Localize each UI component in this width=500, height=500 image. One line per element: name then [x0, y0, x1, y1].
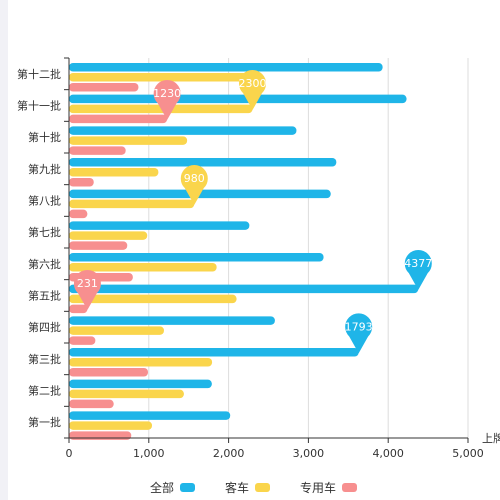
marker-pin[interactable] — [404, 250, 432, 290]
bar[interactable] — [69, 104, 253, 114]
y-tick-label: 第十一批 — [17, 99, 61, 113]
bar[interactable] — [69, 126, 297, 135]
y-tick-label: 第三批 — [28, 352, 61, 366]
marker-pin[interactable] — [345, 313, 373, 354]
marker-label: 4377 — [404, 257, 432, 270]
y-tick-label: 第六批 — [28, 257, 61, 271]
y-tick-label: 第四批 — [28, 320, 61, 334]
y-tick-label: 第二批 — [28, 384, 61, 398]
bar[interactable] — [69, 231, 148, 240]
bar[interactable] — [69, 411, 231, 420]
bar[interactable] — [69, 73, 253, 82]
bar[interactable] — [69, 94, 407, 104]
bar[interactable] — [69, 63, 383, 72]
bar[interactable] — [69, 263, 217, 272]
legend-item-bus[interactable]: 客车 — [225, 479, 271, 496]
legend: 全部 客车 专用车 — [150, 479, 358, 496]
x-tick-label: 4,000 — [372, 447, 404, 460]
legend-swatch-special — [342, 483, 358, 492]
bar[interactable] — [69, 221, 250, 230]
y-tick-label: 第九批 — [28, 162, 61, 176]
bar[interactable] — [69, 316, 275, 325]
bar[interactable] — [69, 358, 213, 367]
x-axis-label: 上牌 — [482, 431, 500, 445]
legend-label-all: 全部 — [150, 481, 175, 495]
legend-item-special[interactable]: 专用车 — [300, 479, 358, 496]
y-tick-label: 第七批 — [28, 225, 61, 239]
legend-swatch-bus — [255, 483, 271, 492]
bar[interactable] — [69, 284, 419, 294]
x-tick-label: 2,000 — [213, 447, 245, 460]
bar[interactable] — [69, 253, 324, 262]
bar[interactable] — [69, 114, 168, 124]
bar[interactable] — [69, 348, 359, 357]
y-tick-label: 第五批 — [28, 289, 61, 303]
marker-label: 1230 — [153, 87, 181, 100]
bar[interactable] — [69, 178, 94, 187]
y-tick-label: 第十二批 — [17, 67, 61, 81]
x-tick-label: 3,000 — [293, 447, 325, 460]
bar[interactable] — [69, 146, 126, 155]
marker-pin[interactable] — [153, 80, 181, 120]
bar[interactable] — [69, 241, 128, 250]
bar[interactable] — [69, 368, 149, 377]
y-tick-label: 第一批 — [28, 415, 61, 429]
x-tick-label: 1,000 — [133, 447, 165, 460]
bar[interactable] — [69, 431, 132, 440]
marker-pin[interactable] — [239, 70, 266, 110]
bar[interactable] — [69, 326, 164, 335]
bar[interactable] — [69, 336, 96, 345]
legend-label-special: 专用车 — [300, 481, 337, 495]
marker-label: 2300 — [239, 77, 267, 90]
marker-label: 1793 — [345, 320, 373, 333]
marker-pin[interactable] — [73, 270, 101, 310]
bar[interactable] — [69, 83, 139, 92]
x-tick-label: 5,000 — [452, 447, 484, 460]
x-tick-label: 0 — [66, 447, 73, 460]
legend-item-all[interactable]: 全部 — [150, 479, 196, 496]
marker-label: 231 — [77, 277, 98, 290]
bar[interactable] — [69, 199, 195, 209]
y-tick-label: 第十批 — [28, 130, 61, 144]
page-edge-strip — [0, 0, 8, 500]
legend-label-bus: 客车 — [225, 481, 250, 495]
bar[interactable] — [69, 136, 188, 145]
bar[interactable] — [69, 389, 184, 399]
legend-swatch-all — [180, 483, 196, 492]
bar[interactable] — [69, 399, 114, 409]
marker-pin[interactable] — [180, 165, 208, 205]
marker-label: 980 — [184, 172, 205, 185]
bar[interactable] — [69, 379, 212, 389]
bar[interactable] — [69, 294, 237, 304]
bar[interactable] — [69, 304, 88, 314]
bar[interactable] — [69, 209, 88, 219]
bar[interactable] — [69, 421, 152, 430]
bar[interactable] — [69, 158, 337, 167]
y-tick-label: 第八批 — [28, 194, 61, 208]
bar[interactable] — [69, 168, 159, 177]
